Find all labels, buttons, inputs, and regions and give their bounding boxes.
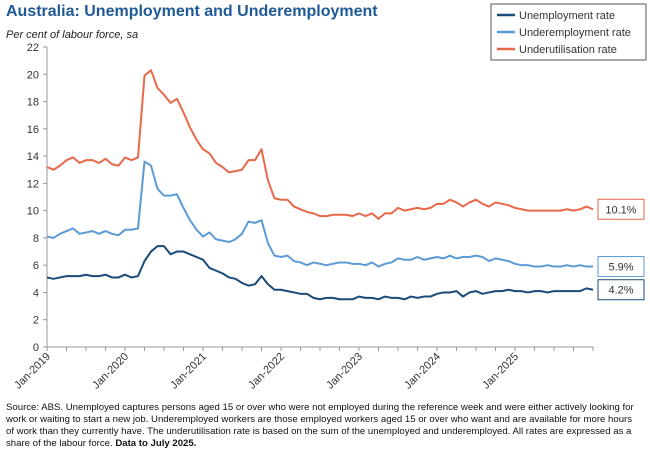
end-value-label: 10.1% bbox=[605, 204, 636, 216]
chart-subtitle: Per cent of labour force, sa bbox=[6, 29, 139, 41]
x-tick-label: Jan-2022 bbox=[246, 351, 287, 392]
legend-box bbox=[490, 3, 647, 61]
end-label-box bbox=[597, 256, 645, 278]
y-tick-label: 6 bbox=[33, 260, 39, 272]
legend-label: Underemployment rate bbox=[519, 27, 631, 39]
end-value-label: 4.2% bbox=[608, 285, 633, 297]
x-tick-label: Jan-2021 bbox=[168, 351, 209, 392]
chart-title: Australia: Unemployment and Underemploym… bbox=[6, 3, 378, 20]
source-note: Source: ABS. Unemployed captures persons… bbox=[6, 402, 642, 450]
y-tick-label: 20 bbox=[27, 69, 39, 81]
y-tick-label: 16 bbox=[27, 124, 39, 136]
y-tick-label: 2 bbox=[33, 315, 39, 327]
x-axis: Jan-2019 Jan-2020 Jan-2021 Jan-2022 Jan-2023… bbox=[12, 346, 594, 392]
source-data-date: Data to July 2025. bbox=[115, 438, 197, 449]
legend-label: Underutilisation rate bbox=[519, 44, 617, 56]
y-tick-label: 10 bbox=[27, 206, 39, 218]
y-tick-label: 8 bbox=[33, 233, 39, 245]
series-line-underutilisation-rate bbox=[46, 69, 594, 220]
y-axis: 0 2 4 6 8 10 12 14 16 18 20 22 bbox=[27, 42, 48, 354]
legend: Unemployment rate Underemployment rate Und… bbox=[490, 3, 647, 61]
series-line-underemployment-rate bbox=[46, 160, 593, 268]
end-labels: 4.2% 5.9% 10.1% bbox=[597, 198, 645, 301]
series-line-unemployment-rate bbox=[46, 245, 594, 301]
end-label-box bbox=[597, 279, 645, 301]
x-tick-label: Jan-2025 bbox=[480, 351, 521, 392]
y-tick-label: 22 bbox=[27, 42, 39, 54]
y-tick-label: 12 bbox=[27, 178, 39, 190]
y-tick-label: 18 bbox=[27, 97, 39, 109]
y-tick-label: 14 bbox=[27, 151, 39, 163]
legend-label: Unemployment rate bbox=[519, 10, 615, 22]
x-tick-label: Jan-2024 bbox=[402, 351, 443, 392]
x-tick-label: Jan-2023 bbox=[324, 351, 365, 392]
x-tick-label: Jan-2019 bbox=[12, 351, 53, 392]
source-text: Source: ABS. Unemployed captures persons… bbox=[6, 402, 634, 449]
y-tick-label: 0 bbox=[33, 342, 39, 354]
end-label-box bbox=[597, 198, 645, 220]
series-lines bbox=[46, 69, 594, 301]
x-tick-label: Jan-2020 bbox=[90, 351, 131, 392]
y-tick-label: 4 bbox=[33, 287, 39, 299]
end-value-label: 5.9% bbox=[608, 262, 633, 274]
